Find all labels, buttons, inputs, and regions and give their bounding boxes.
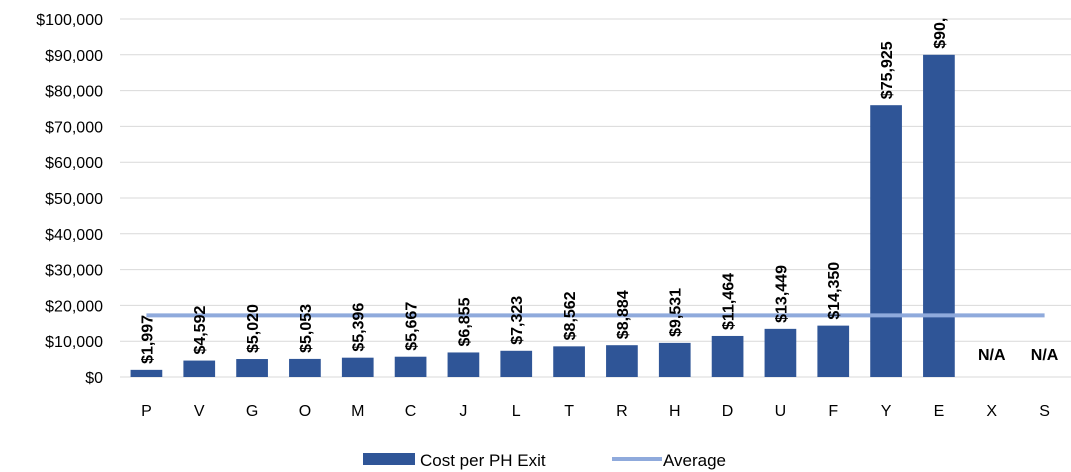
data-label: $90, (932, 18, 949, 49)
data-label: $4,592 (192, 306, 209, 355)
y-tick-label: $100,000 (36, 12, 103, 29)
x-tick-label: O (299, 403, 311, 420)
bars (130, 54, 955, 378)
data-labels: $1,997 $4,592 $5,020 $5,053 $5,396 $5,667 $6,8… (139, 18, 1058, 364)
y-tick-label: $60,000 (45, 155, 103, 172)
bar (130, 369, 163, 377)
bar (658, 342, 691, 377)
data-label: $6,855 (456, 297, 473, 346)
x-tick-label: X (986, 403, 997, 420)
y-tick-label: $0 (85, 370, 103, 387)
data-label: $8,562 (562, 291, 579, 340)
x-tick-label: E (934, 403, 945, 420)
bar (923, 54, 955, 378)
x-tick-label: L (512, 403, 521, 420)
bar (764, 328, 797, 377)
x-tick-label: R (616, 403, 628, 420)
bar (870, 105, 902, 377)
x-tick-label: Y (881, 403, 892, 420)
data-label: $7,323 (509, 296, 526, 345)
data-label: $8,884 (615, 290, 632, 339)
bar (394, 356, 427, 377)
legend: Cost per PH Exit Average (363, 451, 726, 470)
data-label: $5,053 (298, 304, 315, 353)
x-tick-label: M (351, 403, 364, 420)
x-tick-label: U (775, 403, 787, 420)
bar (606, 345, 638, 377)
x-tick-label: S (1039, 403, 1050, 420)
x-tick-label: T (564, 403, 574, 420)
x-tick-label: C (405, 403, 417, 420)
y-tick-label: $70,000 (45, 119, 103, 136)
legend-label-cost-per-ph-exit: Cost per PH Exit (420, 451, 546, 470)
data-label: $13,449 (773, 265, 790, 323)
x-tick-label: J (459, 403, 467, 420)
y-tick-label: $10,000 (45, 334, 103, 351)
gridlines (120, 18, 1071, 378)
data-label: $5,396 (351, 303, 368, 352)
x-tick-label: F (828, 403, 838, 420)
y-axis: $0 $10,000 $20,000 $30,000 $40,000 $50,000 $60… (36, 12, 103, 387)
y-tick-label: $20,000 (45, 298, 103, 315)
bar (341, 357, 374, 377)
data-label: $75,925 (879, 41, 896, 99)
data-label: N/A (978, 347, 1006, 364)
data-label: $5,020 (245, 304, 262, 353)
legend-label-average: Average (663, 451, 726, 470)
y-tick-label: $50,000 (45, 191, 103, 208)
data-label: $1,997 (139, 315, 156, 364)
x-tick-label: G (246, 403, 258, 420)
bar (183, 360, 216, 377)
data-label: $9,531 (668, 288, 685, 337)
legend-swatch-cost-per-ph-exit (363, 453, 415, 465)
x-tick-label: H (669, 403, 681, 420)
y-tick-label: $40,000 (45, 227, 103, 244)
bar (447, 352, 480, 377)
data-label: $11,464 (721, 273, 738, 330)
bar (236, 359, 268, 377)
y-tick-label: $80,000 (45, 84, 103, 101)
bar (553, 346, 585, 377)
data-label: $14,350 (826, 262, 843, 320)
bar (289, 358, 321, 377)
bar (711, 335, 744, 377)
x-tick-label: D (722, 403, 734, 420)
x-tick-label: P (141, 403, 152, 420)
y-tick-label: $30,000 (45, 263, 103, 280)
data-label: $5,667 (404, 302, 421, 351)
bar (817, 325, 850, 377)
bar (500, 350, 533, 377)
data-label: N/A (1031, 347, 1059, 364)
x-tick-label: V (194, 403, 205, 420)
y-tick-label: $90,000 (45, 48, 103, 65)
